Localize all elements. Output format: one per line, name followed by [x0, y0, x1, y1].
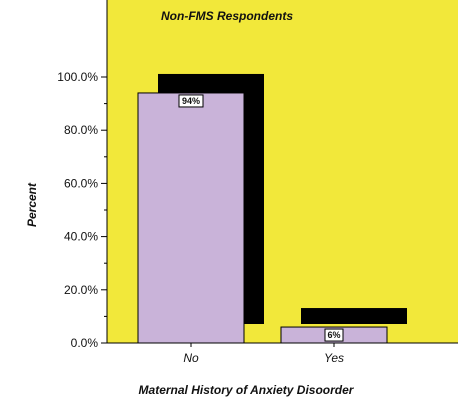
bars-group: 94% 6%	[137, 73, 407, 344]
bar-shadow-yes	[301, 308, 407, 324]
chart-title: Non-FMS Respondents	[161, 9, 293, 23]
x-axis: No Yes	[107, 342, 458, 365]
y-tick-label: 0.0%	[71, 336, 99, 350]
data-label-box-yes	[324, 328, 344, 342]
x-axis-title: Maternal History of Anxiety Disoorder	[139, 383, 355, 397]
bar-no	[137, 92, 245, 344]
y-tick-label: 40.0%	[64, 230, 98, 244]
data-label-yes: 6%	[327, 330, 340, 340]
y-axis: 0.0% 20.0% 40.0% 60.0% 80.0% 100.0%	[57, 0, 108, 350]
y-tick-label: 60.0%	[64, 176, 98, 190]
data-label-box-no	[178, 94, 204, 108]
y-tick-label: 80.0%	[64, 123, 98, 137]
y-tick-label: 100.0%	[57, 70, 98, 84]
x-tick-label-no: No	[183, 351, 199, 365]
y-axis-title: Percent	[25, 182, 39, 227]
data-label-no: 94%	[182, 96, 200, 106]
x-tick-label-yes: Yes	[324, 351, 344, 365]
y-tick-label: 20.0%	[64, 283, 98, 297]
